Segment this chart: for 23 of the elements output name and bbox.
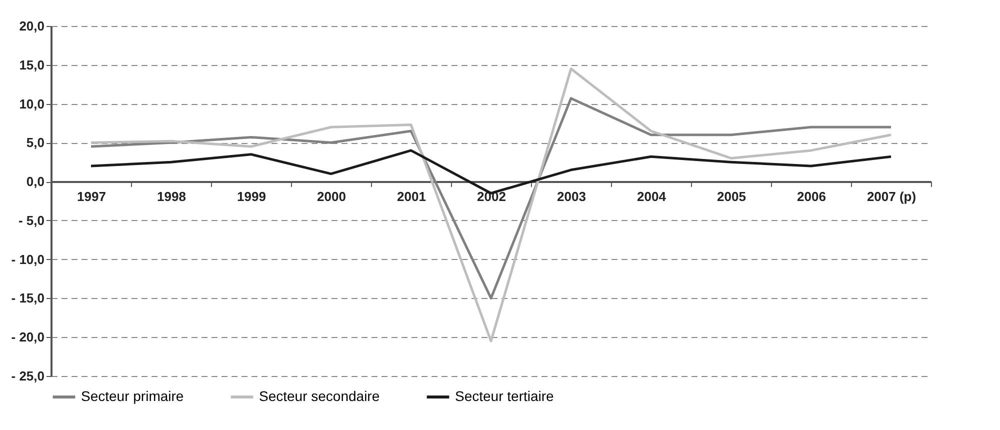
y-tick-label: - 15,0 xyxy=(11,290,44,306)
y-tick-label: - 5,0 xyxy=(18,212,44,228)
y-tick-label: 0,0 xyxy=(26,174,44,190)
x-tick-label: 2004 xyxy=(637,189,667,204)
legend-label: Secteur primaire xyxy=(81,388,184,404)
legend-label: Secteur tertiaire xyxy=(455,388,554,404)
x-tick-label: 2007 (p) xyxy=(866,189,916,204)
y-tick-label: 5,0 xyxy=(26,135,44,150)
x-tick-label: 2005 xyxy=(717,189,746,204)
y-tick-label: 10,0 xyxy=(19,96,44,112)
y-tick-label: 20,0 xyxy=(19,18,44,34)
x-tick-label: 2003 xyxy=(557,189,586,204)
x-tick-label: 1998 xyxy=(157,189,186,204)
x-tick-label: 1997 xyxy=(77,189,106,204)
x-tick-label: 2001 xyxy=(397,189,426,204)
x-tick-label: 1999 xyxy=(237,189,266,204)
y-tick-label: - 10,0 xyxy=(11,252,44,267)
y-tick-label: 15,0 xyxy=(19,57,44,72)
y-tick-label: - 20,0 xyxy=(11,330,44,345)
legend-label: Secteur secondaire xyxy=(259,388,380,404)
y-tick-label: - 25,0 xyxy=(11,368,44,384)
x-tick-label: 2000 xyxy=(317,189,346,204)
x-tick-label: 2006 xyxy=(797,189,826,204)
